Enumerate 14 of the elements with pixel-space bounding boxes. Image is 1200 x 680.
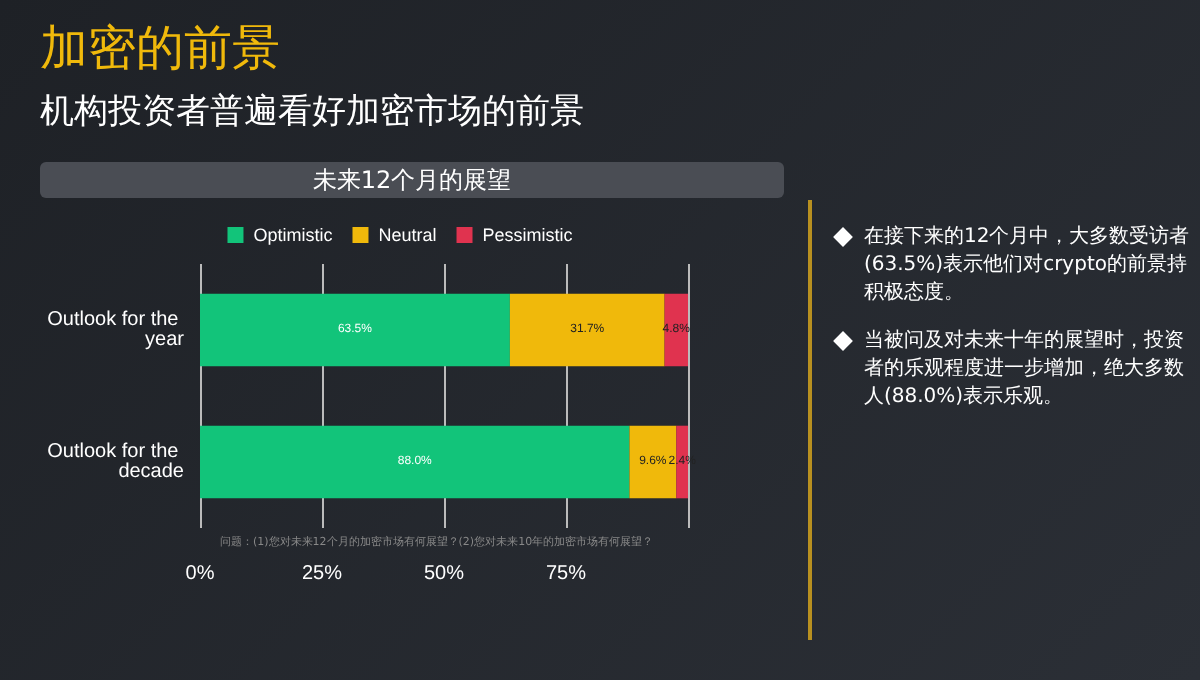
y-tick-label: Outlook for the decade [47, 441, 185, 483]
y-tick-label: Outlook for the year [47, 309, 186, 351]
x-tick-label: 0% [185, 563, 215, 585]
chart-title: 加密的前景 [40, 18, 280, 80]
x-tick-label: 50% [423, 563, 465, 585]
legend-label: Pessimistic [482, 225, 574, 245]
x-tick-label: 75% [545, 563, 587, 585]
legend-label: Neutral [378, 225, 437, 245]
chart-subtitle: 机构投资者普遍看好加密市场的前景 [40, 90, 584, 134]
x-tick-label: 25% [301, 563, 343, 585]
x-axis-title: 未来12个月的展望 [40, 162, 784, 198]
text: 在接下来的12个月中，大多数受访者(63.5%)表示他们对crypto的前景持积极态度。 [864, 226, 1190, 304]
text: 当被问及对未来十年的展望时，投资者的乐观程度进一步增加，绝大多数人(88.0%)表示乐观。 [864, 330, 1184, 408]
legend-label: Optimistic [253, 225, 334, 245]
